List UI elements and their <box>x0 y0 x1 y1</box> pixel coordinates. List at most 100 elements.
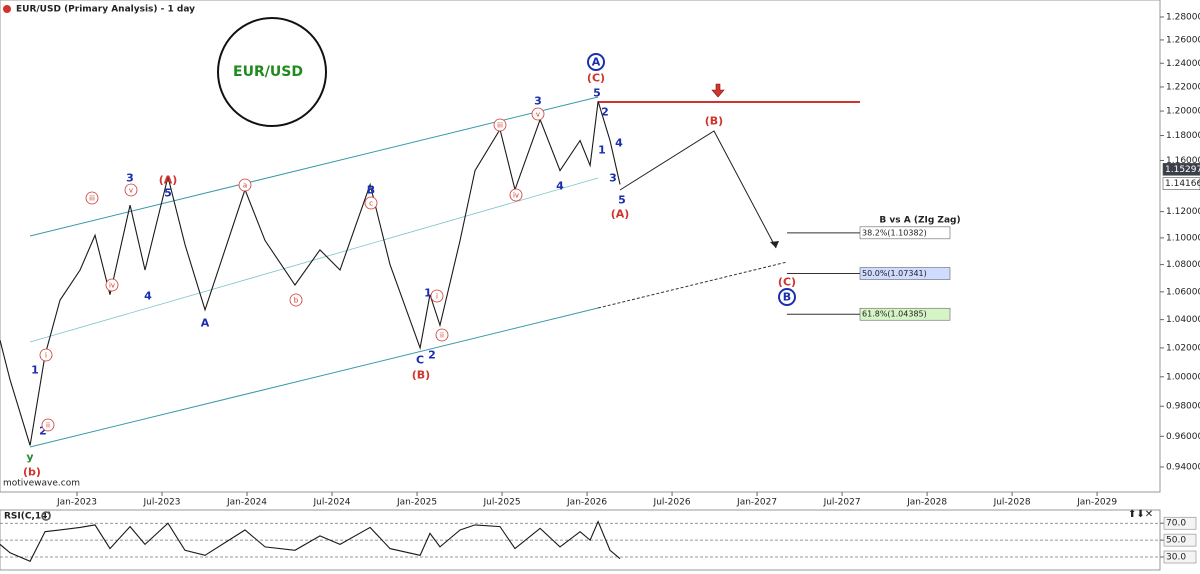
y-tick-label: 1.00000 <box>1166 372 1200 382</box>
series-line <box>0 520 621 562</box>
y-tick-label: 50.0 <box>1166 536 1186 546</box>
wave-label-circle <box>531 107 545 121</box>
channel-mid <box>29 177 599 343</box>
wave-label-circle <box>289 293 303 307</box>
y-tick-label: 1.02000 <box>1166 343 1200 353</box>
fib-box <box>859 267 951 280</box>
wave-label: iii <box>497 122 503 130</box>
wave-label-circle <box>41 418 55 432</box>
y-tick-label: 1.12000 <box>1166 207 1200 217</box>
y-tick-label: 1.24000 <box>1166 59 1200 69</box>
x-tick-label: Jul-2027 <box>823 498 861 508</box>
wave-label: (b) <box>23 466 41 479</box>
wave-label: 3 <box>126 172 134 185</box>
x-tick-label: Jul-2024 <box>313 498 351 508</box>
wave-label: C <box>416 354 424 367</box>
x-tick-label: Jul-2028 <box>993 498 1031 508</box>
x-tick-label: Jan-2029 <box>1076 498 1117 508</box>
down-arrow <box>711 83 725 98</box>
wave-label: B <box>367 184 375 197</box>
wave-label: (B) <box>705 115 723 128</box>
projection-arrowhead <box>770 241 779 248</box>
wave-label-circle <box>364 196 378 210</box>
wave-label: a <box>243 182 247 190</box>
wave-label-circle <box>39 348 53 362</box>
wave-label: i <box>45 352 47 360</box>
wave-label: A <box>201 317 210 330</box>
chart-title: EUR/USD (Primary Analysis) - 1 day <box>16 5 195 15</box>
wave-label: (C) <box>587 72 605 85</box>
wave-label-circle <box>105 278 119 292</box>
channel-lower <box>29 307 599 448</box>
wave-label: 2 <box>428 349 436 362</box>
x-tick-label: Jan-2024 <box>226 498 267 508</box>
y-tick-label: 70.0 <box>1166 519 1186 529</box>
wave-label: 4 <box>615 137 623 150</box>
wave-label: 4 <box>144 290 152 303</box>
wave-label: 2 <box>39 425 47 438</box>
wave-label: A <box>592 56 601 69</box>
wave-label: 5 <box>593 87 601 100</box>
wave-label: (B) <box>412 369 430 382</box>
wave-label: 4 <box>556 180 564 193</box>
y-tick-label: 1.28000 <box>1166 12 1200 22</box>
fib-box <box>859 226 951 240</box>
price-marker-label: 1.14166 <box>1165 179 1200 189</box>
channel-extension <box>597 261 788 309</box>
y-tick-box <box>1163 516 1197 530</box>
series-line <box>0 101 621 446</box>
wave-label-circle <box>778 288 796 306</box>
x-tick-label: Jan-2027 <box>736 498 777 508</box>
wave-label: 5 <box>618 194 626 207</box>
wave-label-circle <box>238 178 252 192</box>
fib-title: B vs A (ZIg Zag) <box>879 216 960 226</box>
wave-label: v <box>536 111 540 119</box>
status-dot <box>3 5 11 13</box>
y-tick-label: 1.04000 <box>1166 315 1200 325</box>
pane-controls[interactable]: ⬆⬇✕ <box>1128 509 1153 520</box>
y-tick-label: 0.94000 <box>1166 462 1200 472</box>
wave-label: 1 <box>598 144 606 157</box>
symbol-circle <box>217 17 327 127</box>
wave-label: v <box>129 187 133 195</box>
y-tick-label: 1.10000 <box>1166 233 1200 243</box>
fib-label: 61.8%(1.04385) <box>862 310 927 319</box>
wave-label: c <box>369 200 373 208</box>
x-tick-label: Jan-2028 <box>906 498 947 508</box>
wave-label-circle <box>493 118 507 132</box>
y-tick-label: 1.08000 <box>1166 260 1200 270</box>
wave-label: b <box>294 297 299 305</box>
y-tick-label: 30.0 <box>1166 553 1186 563</box>
x-tick-label: Jan-2026 <box>566 498 607 508</box>
wave-label: 3 <box>609 172 617 185</box>
rsi-title: RSI(C,14) <box>4 512 52 522</box>
symbol-label: EUR/USD <box>233 64 303 80</box>
x-tick-label: Jan-2023 <box>56 498 97 508</box>
y-tick-box <box>1163 533 1197 547</box>
wave-label: iv <box>109 282 115 290</box>
fib-label: 38.2%(1.10382) <box>862 228 927 237</box>
wave-label-circle <box>587 53 605 71</box>
wave-label: 3 <box>534 95 542 108</box>
y-tick-label: 1.26000 <box>1166 35 1200 45</box>
y-tick-label: 0.96000 <box>1166 432 1200 442</box>
wave-label: i <box>436 293 438 301</box>
y-tick-label: 1.20000 <box>1166 107 1200 117</box>
wave-label: y <box>26 451 33 464</box>
x-tick-label: Jan-2025 <box>396 498 437 508</box>
wave-label-circle <box>430 289 444 303</box>
settings-icon[interactable] <box>41 511 51 521</box>
y-tick-label: 1.16000 <box>1166 156 1200 166</box>
x-tick-label: Jul-2026 <box>653 498 691 508</box>
wave-label-circle <box>435 328 449 342</box>
wave-label-circle <box>509 188 523 202</box>
wave-label: B <box>783 291 791 304</box>
y-tick-label: 0.98000 <box>1166 402 1200 412</box>
fib-label: 50.0%(1.07341) <box>862 269 927 278</box>
y-tick-label: 1.18000 <box>1166 131 1200 141</box>
wave-label: ii <box>46 422 50 430</box>
wave-label: iv <box>513 192 519 200</box>
wave-label: (A) <box>611 208 630 221</box>
price-pane <box>0 0 1161 493</box>
